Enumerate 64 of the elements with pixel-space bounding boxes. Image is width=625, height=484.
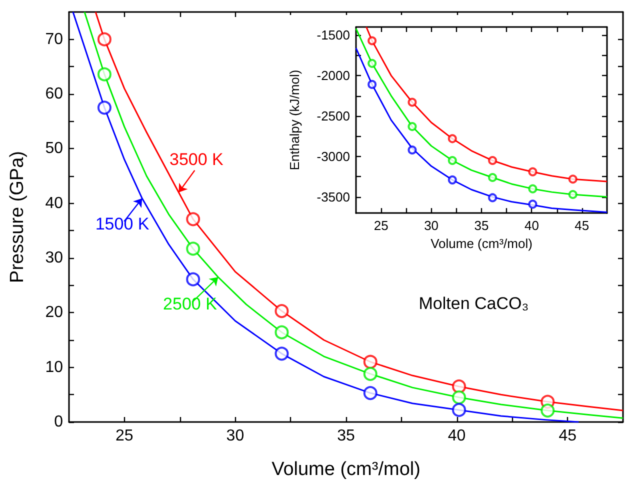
annotation: 3500 K	[170, 150, 224, 169]
point	[368, 36, 377, 46]
x-tick-label: 30	[226, 428, 244, 444]
x-tick-label: 30	[424, 218, 439, 234]
y-tick-label: 10	[45, 358, 64, 376]
y-tick-label: 30	[45, 250, 64, 266]
point	[408, 122, 417, 132]
y-axis-title: Pressure (GPa)	[7, 151, 28, 283]
annotation: 2500 K	[163, 294, 218, 314]
point	[528, 200, 538, 209]
point	[452, 390, 466, 404]
y-axis-title: Enthalpy (kJ/mol)	[287, 70, 302, 170]
point	[363, 354, 378, 369]
point	[408, 145, 417, 154]
x-tick-label: 25	[374, 218, 388, 234]
point	[488, 193, 498, 202]
x-tick-label: 45	[574, 218, 590, 234]
point	[97, 100, 112, 115]
point	[97, 32, 112, 46]
point	[274, 325, 289, 340]
point	[368, 80, 377, 89]
point	[568, 174, 578, 184]
point	[452, 379, 466, 394]
point	[540, 404, 555, 418]
y-tick-label: -3500	[316, 189, 350, 204]
point	[568, 190, 578, 199]
point	[528, 184, 538, 194]
x-tick-label: 40	[448, 428, 466, 444]
x-tick-label: 45	[558, 428, 577, 444]
point	[274, 304, 289, 318]
y-tick-label: -3000	[316, 148, 350, 164]
annotation: Molten CaCO₃	[418, 294, 529, 314]
point	[368, 58, 377, 68]
point	[528, 167, 538, 176]
y-tick-label: 70	[45, 30, 64, 48]
y-tick-label: -1500	[316, 28, 350, 43]
point	[448, 156, 457, 166]
x-tick-label: 40	[524, 218, 539, 234]
y-tick-label: 60	[45, 86, 64, 102]
point	[186, 212, 200, 226]
point	[452, 402, 466, 417]
point	[363, 386, 378, 400]
y-tick-label: 50	[45, 140, 64, 158]
annotation: 1500 K	[95, 214, 150, 234]
point	[408, 98, 417, 107]
point	[274, 346, 289, 361]
point	[186, 242, 200, 256]
x-tick-label: 35	[337, 428, 355, 444]
point	[186, 272, 200, 286]
point	[97, 67, 112, 82]
y-tick-label: -2500	[316, 108, 350, 124]
y-tick-label: 0	[54, 414, 64, 430]
point	[488, 156, 498, 166]
x-tick-label: 25	[116, 428, 134, 444]
x-axis-title: Volume (cm³/mol)	[430, 236, 532, 251]
y-tick-label: -2000	[316, 68, 350, 84]
y-tick-label: 20	[45, 304, 64, 322]
point	[448, 175, 457, 184]
x-tick-label: 35	[474, 218, 489, 234]
point	[448, 134, 457, 144]
point	[488, 173, 498, 182]
y-tick-label: 40	[45, 194, 64, 212]
x-axis-title: Volume (cm³/mol)	[272, 459, 420, 480]
point	[363, 366, 378, 381]
